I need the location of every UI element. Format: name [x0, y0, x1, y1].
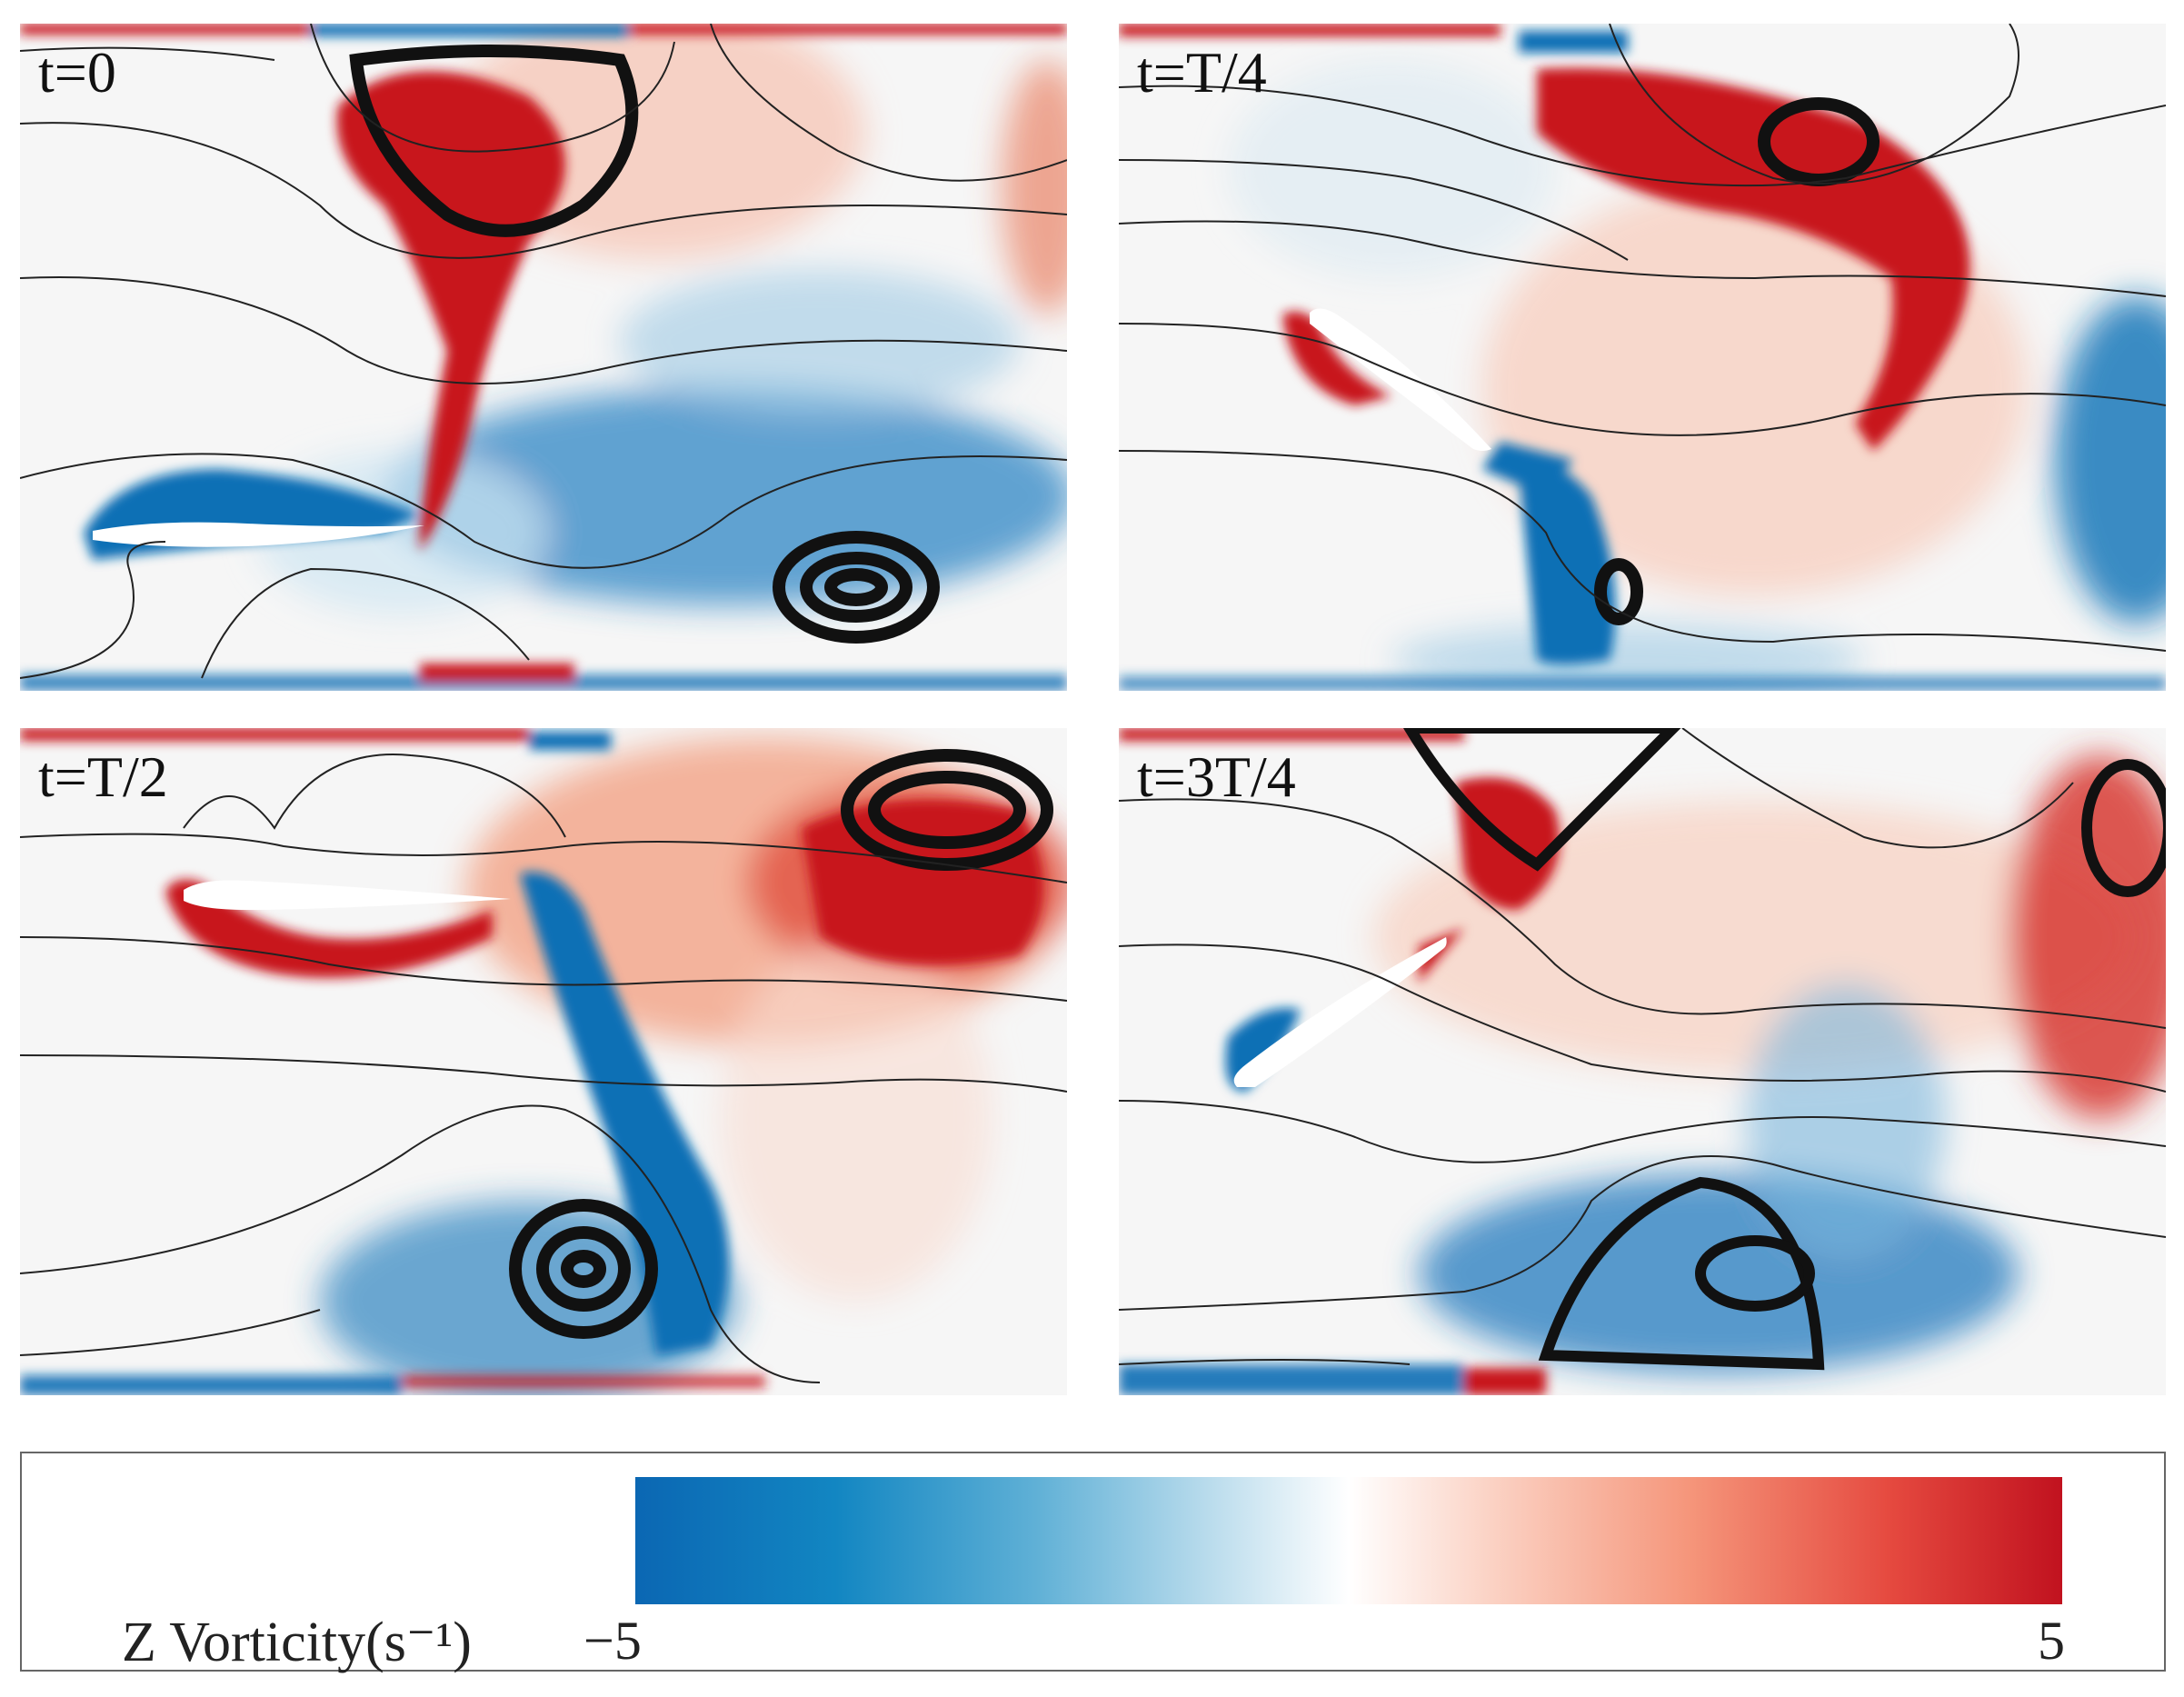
panel-time-label: t=T/2 — [38, 744, 168, 809]
vorticity-panel-t0: t=0 — [20, 24, 1067, 691]
vorticity-field — [20, 728, 1067, 1395]
colorbar-max-label: 5 — [2038, 1611, 2065, 1671]
airfoil — [1310, 308, 1491, 451]
colorbar-legend: Z Vorticity(s⁻¹) −5 5 — [20, 1452, 2166, 1673]
panel-time-label: t=T/4 — [1137, 40, 1267, 105]
colorbar-min-label: −5 — [583, 1611, 642, 1671]
vorticity-field — [1119, 728, 2166, 1395]
vorticity-panel-t-quarter: t=T/4 — [1119, 24, 2166, 691]
colorbar-gradient — [635, 1477, 2062, 1604]
vorticity-field — [1119, 24, 2166, 691]
airfoil — [93, 522, 424, 547]
colorbar-title: Z Vorticity(s⁻¹) — [122, 1612, 472, 1673]
airfoil — [1233, 937, 1447, 1087]
panel-time-label: t=3T/4 — [1137, 744, 1296, 809]
airfoil — [184, 880, 511, 910]
panel-time-label: t=0 — [38, 40, 116, 105]
vorticity-field — [20, 24, 1067, 691]
vorticity-panel-t-three-quarter: t=3T/4 — [1119, 728, 2166, 1395]
vorticity-panel-t-half: t=T/2 — [20, 728, 1067, 1395]
